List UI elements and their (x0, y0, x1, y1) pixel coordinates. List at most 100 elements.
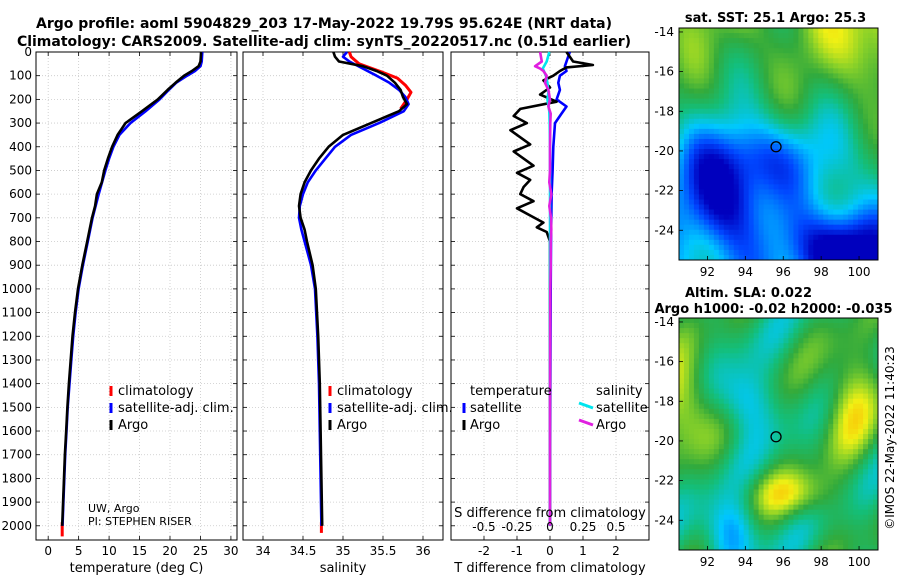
sla_map-cell (823, 434, 829, 440)
sst_map-cell (768, 68, 774, 74)
sla_map-cell (683, 514, 690, 521)
sla_map-cell (848, 373, 854, 379)
sst_map-cell (873, 68, 879, 74)
sla_map-cell (748, 484, 755, 490)
sst_map-cell (718, 93, 725, 100)
sst_map-cell (753, 88, 760, 94)
sla_map-cell (793, 413, 799, 420)
sst_map-cell (733, 229, 740, 236)
sla_map-cell (693, 398, 700, 405)
sla_map-cell (773, 403, 779, 410)
sst_map-cell (713, 229, 720, 236)
sst_map-cell (758, 33, 764, 39)
sst_map-cell (788, 68, 794, 74)
sla_map-cell (733, 403, 740, 410)
sla_map-cell (843, 363, 849, 369)
sst_map-cell (778, 78, 784, 84)
sla_map-cell (778, 449, 784, 455)
sla_map-cell (808, 469, 814, 475)
sst_map-cell (853, 149, 859, 155)
sst_map-cell (873, 58, 879, 64)
sst_map-cell (708, 249, 715, 256)
sla_map-cell (853, 479, 859, 485)
sst_map-cell (793, 78, 799, 84)
sla_map-cell (723, 358, 730, 364)
sst_map-cell (843, 33, 849, 39)
sla_map-cell (868, 363, 874, 369)
sst_map-cell (858, 118, 864, 125)
sst_map-cell (758, 63, 764, 69)
sst_map-cell (743, 33, 750, 39)
sst_map-cell (818, 184, 824, 190)
sla_map-cell (863, 449, 869, 455)
sla_map-cell (758, 373, 764, 379)
sla_map-cell (693, 439, 700, 445)
sst_map-cell (803, 209, 809, 216)
sst_map-cell (679, 133, 685, 140)
sla_map-cell (778, 408, 784, 415)
sst_map-cell (808, 93, 814, 100)
sst_map-cell (858, 78, 864, 84)
sst_map-cell (813, 118, 819, 125)
sst_map-cell (748, 204, 755, 210)
sst_map-cell (683, 118, 690, 125)
sst_map-cell (823, 38, 829, 44)
sla_map-cell (783, 353, 789, 359)
sst_map-cell (838, 199, 844, 205)
sla_map-cell (818, 338, 824, 344)
sst_map-cell (688, 189, 695, 195)
sst_map-cell (718, 244, 725, 251)
sla_map-cell (858, 454, 864, 460)
sst_map-cell (798, 224, 804, 231)
sst_map-cell (803, 204, 809, 210)
sst_map-cell (718, 58, 725, 64)
sla_map-cell (723, 489, 730, 495)
sla_map-cell (853, 323, 859, 329)
sst_map-cell (863, 78, 869, 84)
sst_map-cell (743, 254, 750, 261)
sla_map-cell (708, 534, 715, 541)
sst_map-cell (803, 93, 809, 100)
sla_map-cell (788, 519, 794, 526)
sst_map-cell (763, 133, 769, 140)
sla_map-cell (688, 363, 695, 369)
sst_map-cell (683, 214, 690, 221)
sst_map-cell (758, 73, 764, 79)
sst_map-cell (748, 164, 755, 170)
salinity-legend-label: satellite-adj. clim. (337, 401, 453, 416)
sla_map-cell (803, 479, 809, 485)
sla_map-cell (838, 524, 844, 531)
sst_map-cell (843, 118, 849, 125)
sst_map-cell (808, 83, 814, 89)
sst_map-cell (768, 159, 774, 165)
sst_map-cell (683, 43, 690, 49)
sla_map-cell (773, 444, 779, 450)
sla_map-cell (873, 534, 879, 541)
sla_map-cell (733, 459, 740, 465)
sst_map-cell (703, 169, 710, 175)
sla_map-cell (688, 439, 695, 445)
sla_map-cell (793, 383, 799, 390)
sla_map-cell (858, 474, 864, 480)
sla_map-cell (679, 418, 685, 425)
sst_map-cell (798, 194, 804, 200)
sla_map-cell (753, 529, 760, 536)
sst_map-cell (828, 169, 834, 175)
sla_map-cell (848, 333, 854, 339)
sla_map-cell (728, 373, 735, 379)
sst_map-cell (833, 219, 839, 226)
sst_map-cell (733, 63, 740, 69)
sla_map-cell (733, 494, 740, 500)
sla_map-cell (863, 464, 869, 470)
sla_map-cell (788, 323, 794, 329)
sla_map-cell (803, 353, 809, 359)
sst_map-cell (803, 249, 809, 256)
sst_map-cell (833, 204, 839, 210)
sst_map-cell (793, 169, 799, 175)
sst_map-cell (679, 28, 685, 34)
sst_map-cell (853, 138, 859, 145)
sla_map-cell (788, 539, 794, 546)
sla_map-cell (813, 413, 819, 420)
sla_map-cell (718, 524, 725, 531)
sla_map-cell (818, 519, 824, 526)
